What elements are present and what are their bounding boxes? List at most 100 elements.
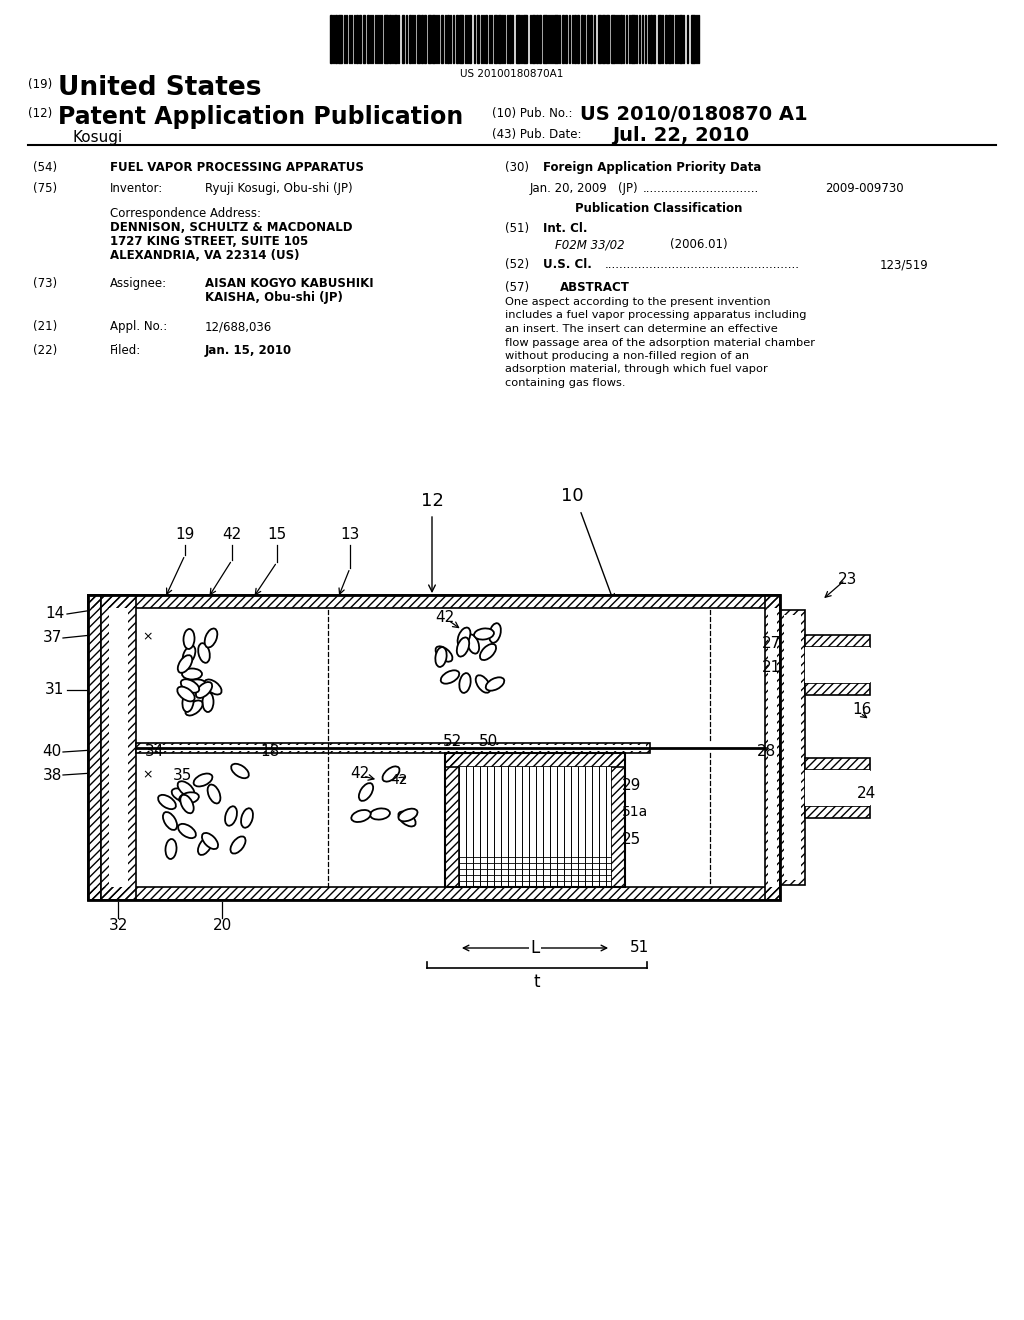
Bar bbox=[611, 752, 625, 887]
Bar bbox=[577, 15, 579, 63]
Text: U.S. Cl.: U.S. Cl. bbox=[543, 257, 592, 271]
Bar bbox=[574, 15, 575, 63]
Bar bbox=[389, 15, 391, 63]
Text: 42: 42 bbox=[350, 766, 370, 780]
Ellipse shape bbox=[178, 655, 193, 673]
Text: adsorption material, through which fuel vapor: adsorption material, through which fuel … bbox=[505, 364, 768, 375]
Text: (2006.01): (2006.01) bbox=[670, 238, 728, 251]
Ellipse shape bbox=[476, 676, 490, 693]
Bar bbox=[109, 609, 128, 887]
Bar bbox=[88, 595, 780, 900]
Bar bbox=[140, 744, 646, 751]
Bar bbox=[653, 15, 655, 63]
Bar bbox=[665, 15, 667, 63]
Bar bbox=[805, 758, 870, 770]
Text: 52: 52 bbox=[442, 734, 462, 750]
Bar bbox=[359, 15, 361, 63]
Ellipse shape bbox=[163, 812, 177, 830]
Text: ALEXANDRIA, VA 22314 (US): ALEXANDRIA, VA 22314 (US) bbox=[110, 249, 299, 261]
Bar bbox=[101, 595, 136, 900]
Bar bbox=[539, 15, 541, 63]
Text: ×: × bbox=[142, 631, 154, 644]
Bar bbox=[338, 15, 342, 63]
Ellipse shape bbox=[194, 774, 212, 787]
Text: 35: 35 bbox=[173, 768, 193, 784]
Bar bbox=[765, 595, 780, 900]
Text: (54): (54) bbox=[33, 161, 57, 174]
Bar bbox=[581, 15, 583, 63]
Bar bbox=[780, 610, 805, 884]
Bar bbox=[101, 609, 780, 887]
Text: 12: 12 bbox=[421, 492, 443, 510]
Ellipse shape bbox=[398, 812, 416, 826]
Text: DENNISON, SCHULTZ & MACDONALD: DENNISON, SCHULTZ & MACDONALD bbox=[110, 220, 352, 234]
Ellipse shape bbox=[208, 784, 220, 804]
Text: 51: 51 bbox=[630, 940, 649, 956]
Text: US 2010/0180870 A1: US 2010/0180870 A1 bbox=[580, 106, 808, 124]
Text: (52): (52) bbox=[505, 257, 529, 271]
Bar bbox=[587, 15, 589, 63]
Bar bbox=[602, 15, 605, 63]
Text: (19): (19) bbox=[28, 78, 52, 91]
Bar bbox=[805, 770, 870, 807]
Text: US 20100180870A1: US 20100180870A1 bbox=[461, 69, 563, 79]
Bar bbox=[805, 682, 870, 696]
Text: ...............................: ............................... bbox=[643, 182, 759, 195]
Text: ....................................................: ........................................… bbox=[605, 257, 800, 271]
Bar bbox=[554, 15, 558, 63]
Bar bbox=[459, 767, 611, 887]
Ellipse shape bbox=[198, 837, 212, 855]
Ellipse shape bbox=[172, 788, 190, 801]
Text: (51): (51) bbox=[505, 222, 529, 235]
Ellipse shape bbox=[182, 668, 202, 680]
Text: includes a fuel vapor processing apparatus including: includes a fuel vapor processing apparat… bbox=[505, 310, 807, 321]
Bar bbox=[805, 682, 870, 696]
Ellipse shape bbox=[205, 628, 217, 648]
Text: 40: 40 bbox=[42, 744, 61, 759]
Bar bbox=[509, 15, 511, 63]
Text: 27: 27 bbox=[762, 636, 781, 652]
Ellipse shape bbox=[358, 783, 373, 801]
Ellipse shape bbox=[182, 692, 194, 711]
Text: Jan. 20, 2009: Jan. 20, 2009 bbox=[530, 182, 608, 195]
Ellipse shape bbox=[182, 645, 196, 664]
Text: without producing a non-filled region of an: without producing a non-filled region of… bbox=[505, 351, 750, 360]
Ellipse shape bbox=[485, 677, 504, 690]
Text: 34: 34 bbox=[145, 744, 165, 759]
Ellipse shape bbox=[440, 671, 459, 684]
Bar bbox=[805, 635, 870, 647]
Ellipse shape bbox=[180, 795, 194, 813]
Text: 42: 42 bbox=[435, 610, 455, 624]
Bar bbox=[516, 15, 520, 63]
Bar bbox=[679, 15, 682, 63]
Bar bbox=[469, 15, 471, 63]
Bar bbox=[421, 15, 423, 63]
Bar bbox=[543, 15, 547, 63]
Bar bbox=[485, 15, 487, 63]
Ellipse shape bbox=[230, 837, 246, 854]
Text: 21: 21 bbox=[762, 660, 781, 676]
Ellipse shape bbox=[185, 701, 203, 715]
Bar bbox=[402, 15, 404, 63]
Text: (73): (73) bbox=[33, 277, 57, 290]
Bar bbox=[631, 15, 635, 63]
Text: Foreign Application Priority Data: Foreign Application Priority Data bbox=[543, 161, 762, 174]
Text: (10) Pub. No.:: (10) Pub. No.: bbox=[492, 107, 572, 120]
Text: One aspect according to the present invention: One aspect according to the present inve… bbox=[505, 297, 771, 308]
Ellipse shape bbox=[467, 635, 479, 653]
Bar bbox=[136, 743, 650, 752]
Bar bbox=[417, 15, 420, 63]
Bar bbox=[498, 15, 501, 63]
Text: 32: 32 bbox=[109, 917, 128, 932]
Ellipse shape bbox=[370, 808, 390, 820]
Bar bbox=[650, 15, 652, 63]
Bar bbox=[532, 15, 535, 63]
Text: F02M 33/02: F02M 33/02 bbox=[555, 238, 625, 251]
Text: KAISHA, Obu-shi (JP): KAISHA, Obu-shi (JP) bbox=[205, 290, 343, 304]
Text: 123/519: 123/519 bbox=[880, 257, 929, 271]
Text: Inventor:: Inventor: bbox=[110, 182, 163, 195]
Ellipse shape bbox=[178, 824, 196, 838]
Text: (22): (22) bbox=[33, 345, 57, 356]
Ellipse shape bbox=[199, 643, 210, 663]
Bar bbox=[805, 807, 870, 818]
